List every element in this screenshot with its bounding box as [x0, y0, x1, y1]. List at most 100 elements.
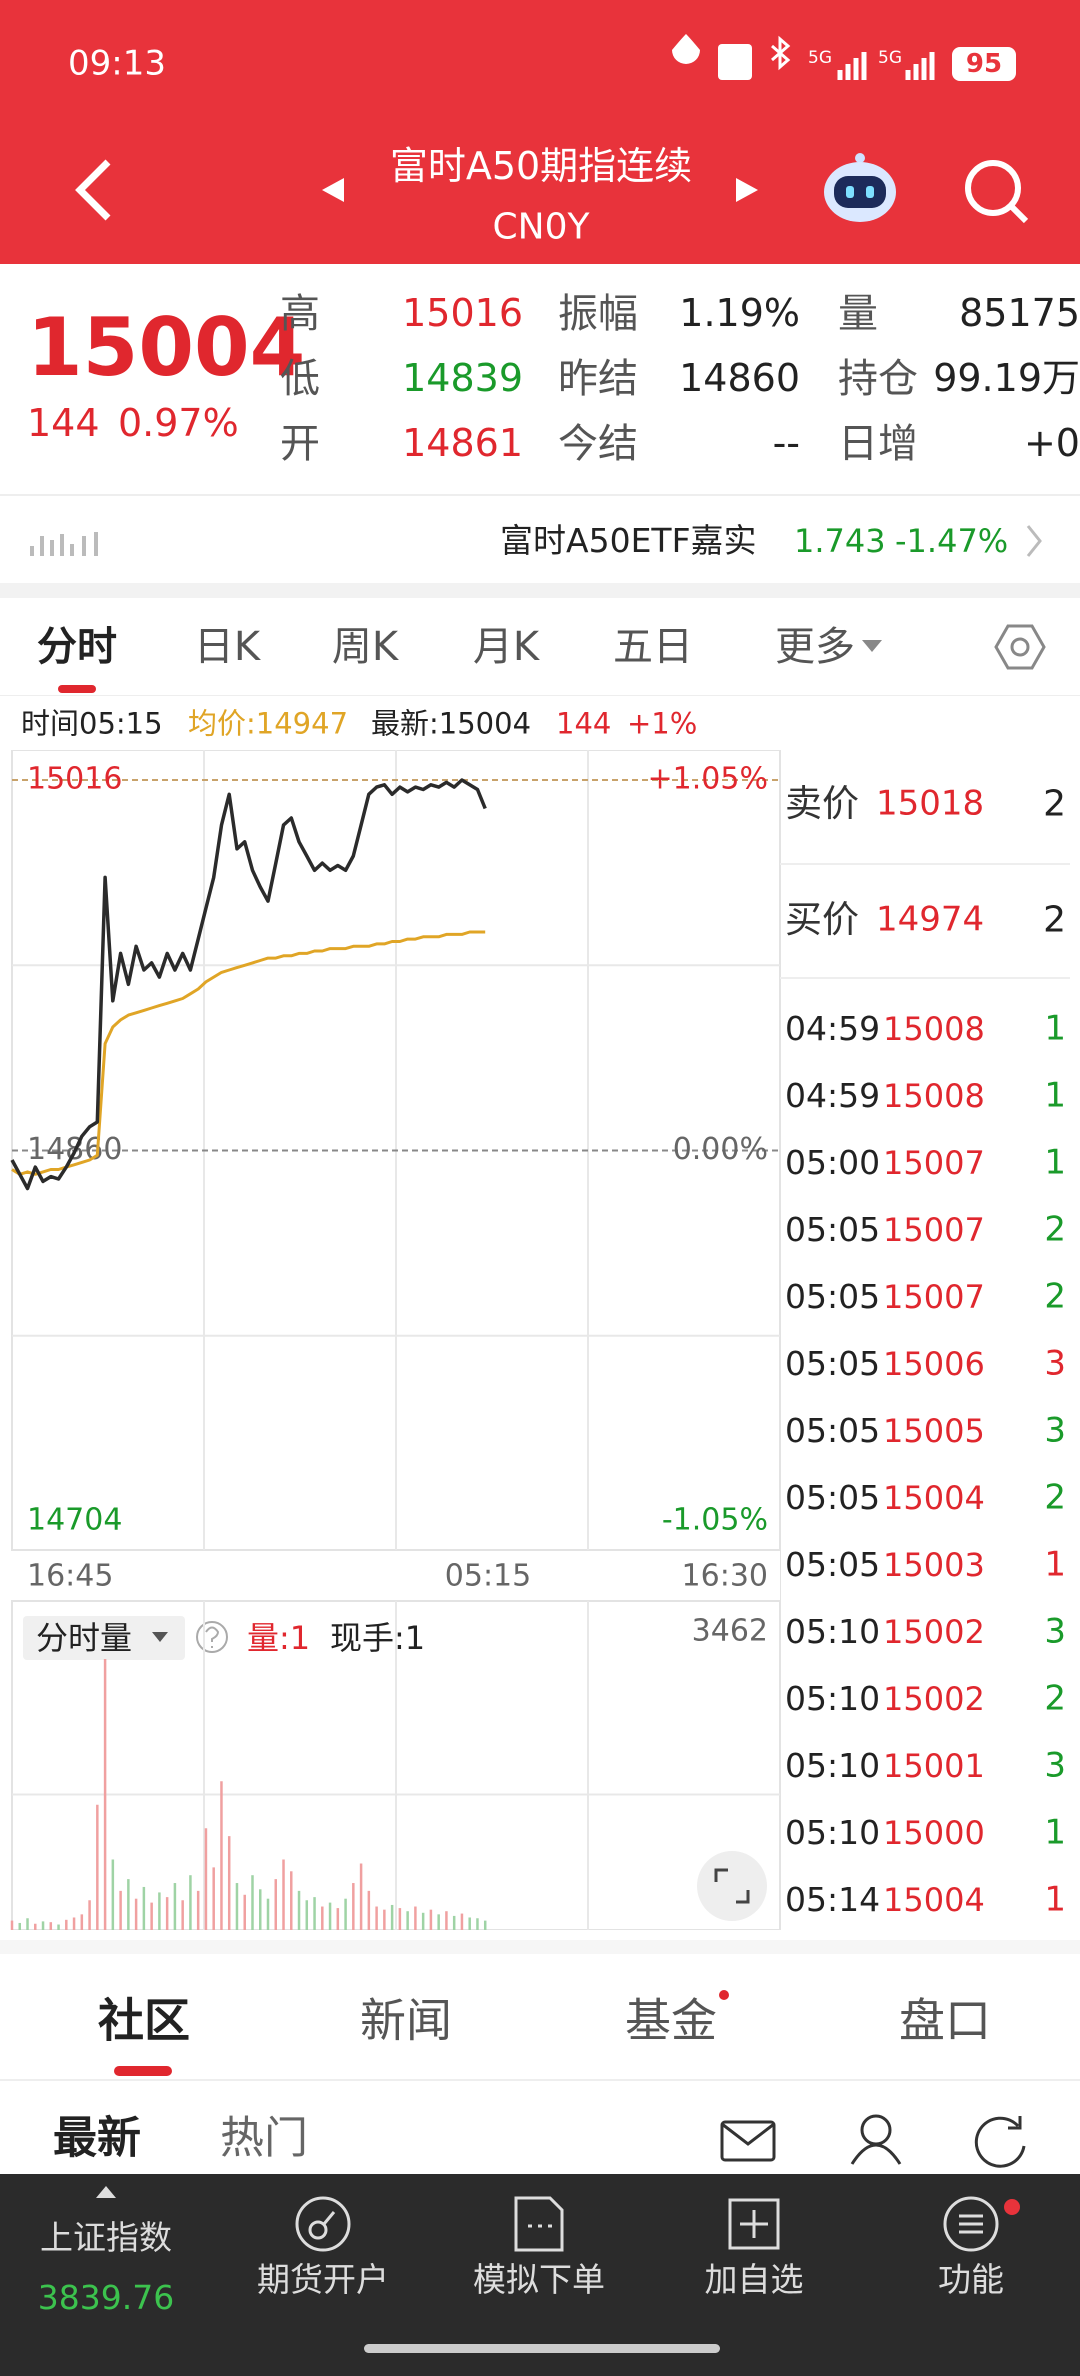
refresh-button[interactable]: [974, 2116, 1026, 2168]
nav-item[interactable]: 期货开户: [257, 2260, 389, 2300]
back-button[interactable]: [75, 159, 111, 221]
book-price: 14974: [876, 899, 985, 940]
search-button[interactable]: [965, 160, 1029, 224]
gap: [0, 1940, 1080, 1954]
index-value: 3839.76: [37, 2278, 175, 2318]
y-tick-label: 14704: [27, 1503, 122, 1538]
divider: [780, 863, 1070, 865]
etf-arrow[interactable]: [1026, 525, 1042, 557]
nav-icon: [295, 2196, 351, 2252]
volume-value: 量:1: [247, 1618, 311, 1657]
tab[interactable]: 月K: [472, 624, 540, 670]
icon: [905, 52, 935, 80]
tab[interactable]: 五日: [613, 624, 693, 670]
trade-qty: 2: [1044, 1477, 1066, 1518]
user-button[interactable]: [850, 2114, 902, 2165]
y-right-label: 0.00%: [673, 1132, 768, 1167]
tab-underline: [114, 2066, 172, 2076]
gap: [0, 583, 1080, 598]
sub-tab[interactable]: 热门: [220, 2112, 308, 2164]
trade-qty: 2: [1044, 1678, 1066, 1719]
trade-qty: 1: [1044, 1544, 1066, 1585]
etf-change: -1.47%: [895, 521, 1009, 560]
trade-time: 05:05: [785, 1411, 881, 1451]
trade-time: 05:05: [785, 1344, 881, 1384]
info-change: 144: [556, 706, 612, 741]
nav-icon: [728, 2198, 780, 2250]
trade-price: 15001: [883, 1746, 985, 1785]
book-label: 卖价: [785, 781, 859, 825]
trade-qty: 1: [1044, 1812, 1066, 1853]
home-indicator: [364, 2344, 720, 2353]
y-right-label: -1.05%: [662, 1503, 768, 1538]
trade-qty: 1: [1044, 1879, 1066, 1920]
mail-button[interactable]: [720, 2120, 776, 2162]
stat-value: 15016: [402, 291, 523, 336]
trade-price: 15007: [883, 1143, 985, 1182]
tab[interactable]: 周K: [331, 624, 399, 670]
prev-button[interactable]: [322, 178, 344, 202]
stat-label: 日增: [838, 421, 918, 467]
next-button[interactable]: [736, 178, 758, 202]
stat-label: 量: [838, 291, 878, 337]
tab[interactable]: 更多: [775, 624, 855, 670]
icon: [96, 2186, 116, 2198]
tab[interactable]: 分时: [37, 624, 117, 670]
etf-name[interactable]: 富时A50ETF嘉实: [500, 521, 757, 561]
price-line: [10, 778, 487, 1191]
nav-icon: [943, 2196, 999, 2252]
trade-time: 05:00: [785, 1143, 881, 1183]
divider: [0, 2079, 1080, 2081]
sub-icons: [720, 2114, 1026, 2168]
trade-qty: 3: [1044, 1611, 1066, 1652]
stat-label: 今结: [558, 421, 638, 467]
trade-qty: 2: [1044, 1209, 1066, 1250]
trade-price: 15004: [883, 1478, 985, 1517]
info-time: 时间05:15: [21, 706, 163, 741]
nav-item[interactable]: 加自选: [704, 2260, 804, 2300]
nav-icon: [514, 2196, 564, 2252]
settings-button[interactable]: [994, 624, 1046, 670]
etf-price: 1.743: [794, 521, 886, 560]
robot-button[interactable]: [824, 153, 896, 222]
trade-qty: 1: [1044, 1075, 1066, 1116]
community-tab[interactable]: 盘口: [899, 1993, 991, 2048]
nav-item[interactable]: 模拟下单: [473, 2260, 605, 2300]
index-name[interactable]: 上证指数: [40, 2218, 172, 2258]
trade-qty: 3: [1044, 1343, 1066, 1384]
sub-tab[interactable]: 最新: [53, 2112, 141, 2164]
nav-item[interactable]: 功能: [938, 2260, 1004, 2300]
trade-time: 04:59: [785, 1076, 881, 1116]
trade-time: 05:05: [785, 1277, 881, 1317]
community-tab[interactable]: 社区: [98, 1993, 190, 2048]
volume-label[interactable]: 分时量: [36, 1618, 133, 1657]
trade-time: 05:05: [785, 1210, 881, 1250]
trade-time: 04:59: [785, 1009, 881, 1049]
tab-icons: [862, 624, 1046, 670]
stat-label: 持仓: [838, 356, 918, 402]
icon: [152, 1632, 168, 1642]
chart: 15016 +1.05%14860 0.00%14704 -1.05%16:45 05:…: [10, 750, 780, 1930]
average-line: [11, 930, 486, 1176]
tab[interactable]: 日K: [193, 624, 261, 670]
price: 15004: [27, 301, 306, 394]
trade-time: 05:10: [785, 1813, 881, 1853]
trade-price: 15008: [883, 1009, 985, 1048]
icon: [672, 34, 700, 64]
divider: [780, 977, 1070, 979]
icon: [30, 532, 98, 556]
expand-button[interactable]: [697, 1851, 767, 1921]
trade-price: 15007: [883, 1210, 985, 1249]
book-qty: 2: [1043, 899, 1066, 941]
divider: [0, 494, 1080, 496]
trade-qty: 3: [1044, 1745, 1066, 1786]
community-tab[interactable]: 基金: [625, 1993, 717, 2048]
divider: [0, 695, 1080, 696]
stat-value: 14860: [679, 356, 800, 401]
help-icon[interactable]: [196, 1621, 228, 1653]
community-tab[interactable]: 新闻: [360, 1993, 452, 2048]
trade-time: 05:05: [785, 1478, 881, 1518]
volume-selector[interactable]: [23, 1616, 185, 1660]
trade-qty: 1: [1044, 1142, 1066, 1183]
stat-label: 昨结: [558, 356, 638, 402]
